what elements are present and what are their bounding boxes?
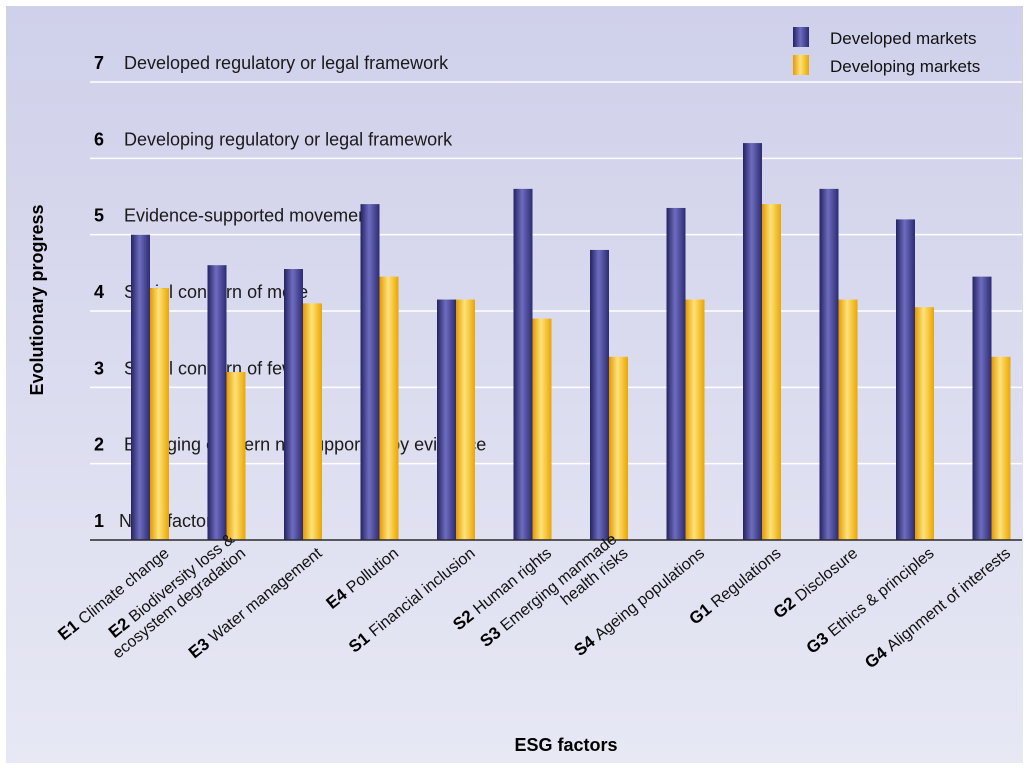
level-number-7: 7 xyxy=(94,53,104,73)
legend-swatch-developed xyxy=(793,27,809,47)
bar-s1-developed xyxy=(437,299,456,540)
x-axis-title: ESG factors xyxy=(514,735,617,755)
y-axis-title: Evolutionary progress xyxy=(27,204,47,395)
bar-s4-developed xyxy=(666,207,686,540)
bar-s3-developed xyxy=(590,249,609,540)
bar-g4-developed xyxy=(972,276,992,540)
level-number-4: 4 xyxy=(94,282,104,302)
level-number-5: 5 xyxy=(94,206,104,226)
level-number-2: 2 xyxy=(94,435,104,455)
bar-g2-developed xyxy=(819,188,839,540)
level-number-1: 1 xyxy=(94,511,104,531)
bars xyxy=(131,143,1011,541)
bar-g1-developing xyxy=(762,204,781,540)
bar-e4-developing xyxy=(379,276,399,540)
bar-s2-developing xyxy=(532,318,552,540)
legend-swatch-developing xyxy=(793,55,809,75)
bar-e3-developed xyxy=(284,269,303,540)
level-label-6: Developing regulatory or legal framework xyxy=(124,129,453,149)
level-label-5: Evidence-supported movement xyxy=(124,206,373,226)
bar-e3-developing xyxy=(303,303,322,540)
bar-s2-developed xyxy=(513,188,533,540)
bar-e4-developed xyxy=(360,204,380,540)
bar-s1-developing xyxy=(456,299,475,540)
bar-g2-developing xyxy=(838,299,858,540)
bar-e1-developed xyxy=(131,234,150,540)
bar-g1-developed xyxy=(743,143,762,541)
bar-e2-developed xyxy=(207,265,227,540)
bar-s3-developing xyxy=(609,356,628,540)
legend: Developed markets Developing markets xyxy=(793,27,980,76)
level-number-6: 6 xyxy=(94,129,104,149)
bar-g4-developing xyxy=(991,356,1011,540)
bar-e2-developing xyxy=(226,372,246,540)
bar-e1-developing xyxy=(150,288,169,540)
bar-s4-developing xyxy=(685,299,705,540)
bar-g3-developing xyxy=(915,307,934,540)
level-label-7: Developed regulatory or legal framework xyxy=(124,53,449,73)
level-number-3: 3 xyxy=(94,358,104,378)
bar-g3-developed xyxy=(896,219,915,540)
legend-label-developing: Developing markets xyxy=(830,57,980,76)
legend-label-developed: Developed markets xyxy=(830,29,976,48)
